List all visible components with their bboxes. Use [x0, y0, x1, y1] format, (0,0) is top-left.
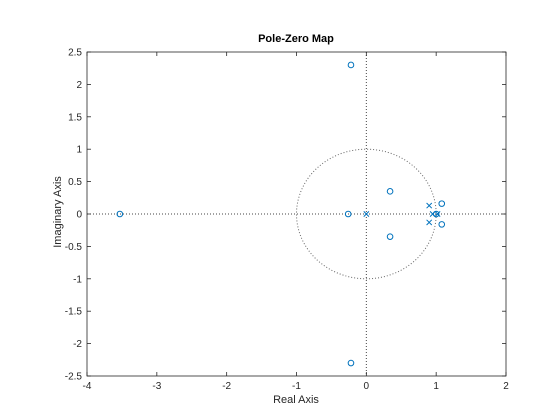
- y-tick-label: 0.5: [68, 177, 82, 188]
- zero-marker: [386, 233, 394, 240]
- x-tick-label: -3: [152, 381, 161, 392]
- pole-marker: [426, 202, 433, 209]
- pole-marker: [426, 219, 433, 226]
- x-tick-label: -2: [222, 381, 231, 392]
- zero-marker: [344, 210, 352, 218]
- zero-marker: [347, 61, 355, 69]
- y-tick-label: -1: [73, 274, 82, 285]
- zero-marker: [438, 221, 446, 228]
- x-tick-label: 0: [364, 381, 370, 392]
- plot-area: -4 -3 -2 -1 0 1 2 -2.5 -2 -1.5 -1 -0.5 0 0.5 1 1.5 2 2.5: [65, 48, 509, 393]
- zero-marker: [438, 200, 446, 207]
- y-tick-label: -2.5: [65, 372, 83, 383]
- zero-marker: [116, 210, 124, 218]
- y-tick-label: 0: [76, 210, 82, 221]
- y-axis-label: Imaginary Axis: [52, 176, 64, 248]
- x-tick-label: 2: [503, 381, 509, 392]
- y-tick-label: -1.5: [65, 307, 83, 318]
- pole-marker: [429, 211, 436, 217]
- y-tick-label: 2: [76, 80, 82, 91]
- x-tick-label: 1: [433, 381, 439, 392]
- axes-box: [86, 51, 507, 377]
- x-axis-label: Real Axis: [273, 394, 319, 406]
- unit-circle: [296, 148, 437, 280]
- zero-marker: [386, 188, 394, 195]
- chart-title: Pole-Zero Map: [258, 33, 334, 45]
- pole-marker: [363, 211, 370, 217]
- zero-marker: [347, 359, 355, 367]
- y-tick-label: 2.5: [68, 48, 82, 59]
- y-tick-label: -2: [73, 339, 82, 350]
- y-tick-label: 1: [76, 145, 82, 156]
- x-tick-label: -1: [292, 381, 301, 392]
- pole-marker: [434, 211, 441, 217]
- y-tick-label: 1.5: [68, 112, 82, 123]
- y-tick-label: -0.5: [65, 242, 83, 253]
- x-tick-label: -4: [83, 381, 92, 392]
